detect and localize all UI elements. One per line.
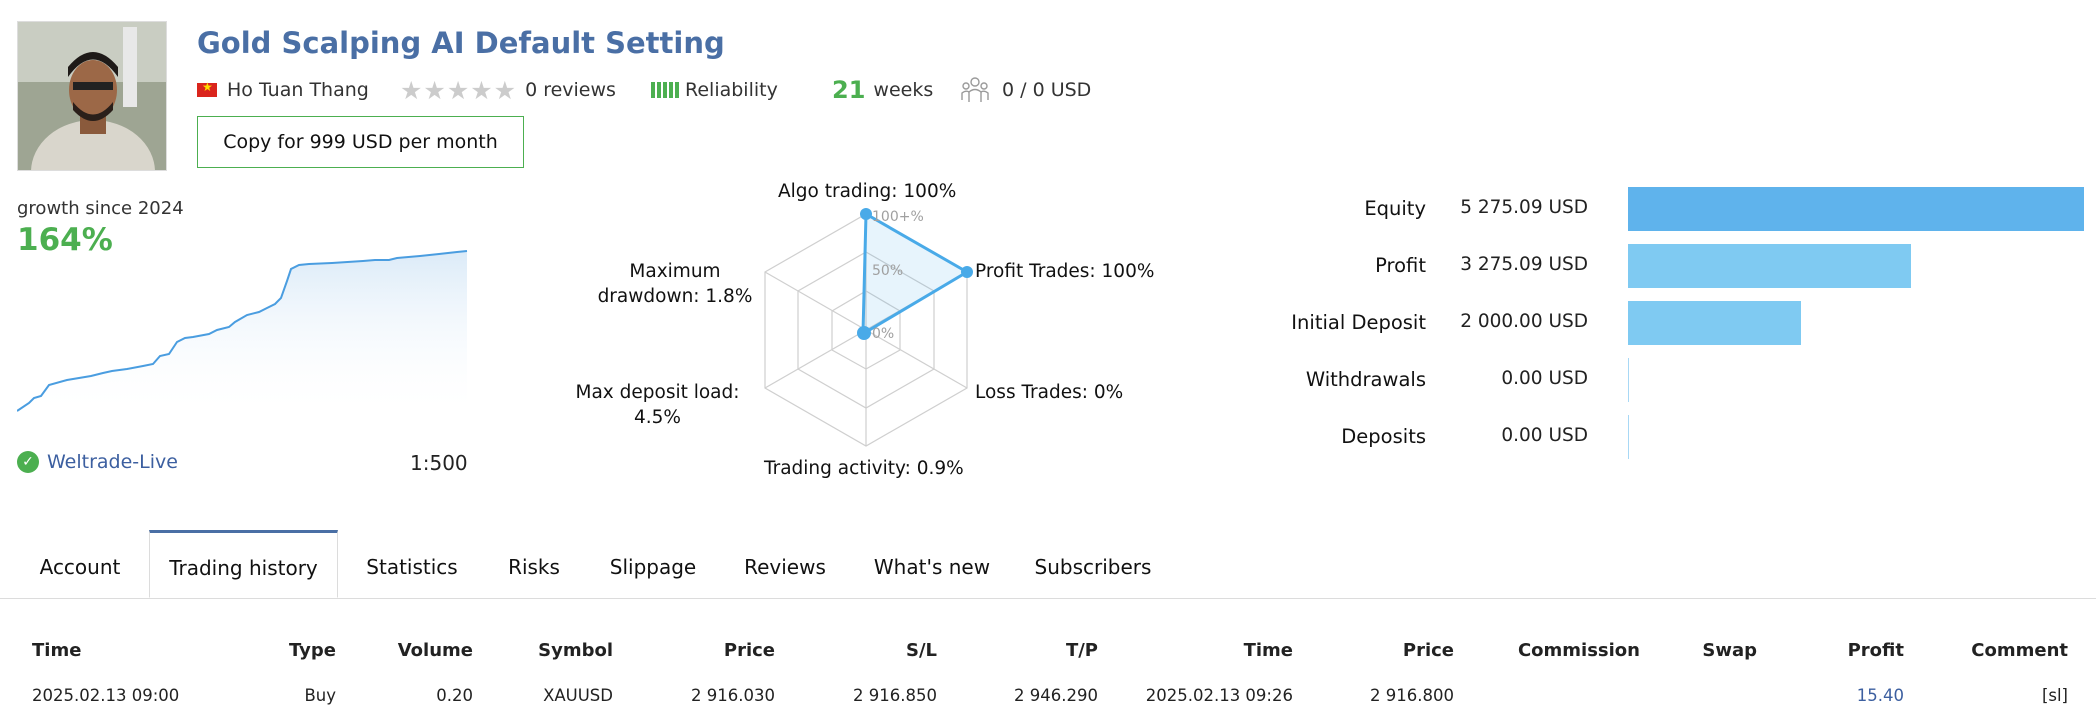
growth-value: 164%	[17, 222, 113, 258]
leverage: 1:500	[410, 451, 468, 475]
col-header-commission[interactable]: Commission	[1517, 640, 1640, 661]
col-header-symbol[interactable]: Symbol	[538, 640, 613, 661]
subscribers-value: 0 / 0 USD	[1002, 79, 1092, 101]
broker-link[interactable]: ✓ Weltrade-Live	[17, 451, 178, 473]
radar-tick-100: 100+%	[872, 209, 924, 225]
tab-reviews[interactable]: Reviews	[744, 555, 826, 579]
cell-open-time: 2025.02.13 09:00	[32, 686, 180, 705]
balance-value-withdrawals: 0.00 USD	[1501, 368, 1588, 389]
col-header-profit[interactable]: Profit	[1847, 640, 1904, 661]
reliability: Reliability	[651, 75, 778, 105]
author-avatar[interactable]	[17, 21, 167, 171]
subscribers-icon	[961, 77, 989, 102]
balance-bar-withdrawals[interactable]	[1628, 358, 1629, 402]
cell-volume: 0.20	[436, 686, 473, 705]
balance-value-deposits: 0.00 USD	[1501, 425, 1588, 446]
col-header-price-open[interactable]: Price	[723, 640, 775, 661]
radar-tick-50: 50%	[872, 263, 903, 279]
rating-stars-icon: ★★★★★	[400, 75, 518, 105]
author-row: Ho Tuan Thang	[197, 75, 369, 105]
balance-label-profit: Profit	[1375, 254, 1426, 277]
radar-point-center	[857, 326, 871, 340]
copy-subscription-button[interactable]: Copy for 999 USD per month	[197, 116, 524, 168]
radar-label-loss: Loss Trades: 0%	[975, 382, 1124, 403]
tab-risks[interactable]: Risks	[508, 555, 560, 579]
tab-bar: Account Trading history Statistics Risks…	[0, 530, 2096, 599]
tab-slippage[interactable]: Slippage	[609, 555, 697, 579]
balance-label-withdrawals: Withdrawals	[1305, 368, 1426, 391]
balance-bar-profit[interactable]	[1628, 244, 1911, 288]
cell-open-price: 2 916.030	[691, 686, 775, 705]
cell-tp: 2 946.290	[1014, 686, 1098, 705]
cell-type: Buy	[304, 686, 336, 705]
tab-whats-new[interactable]: What's new	[873, 555, 991, 579]
col-header-time-open[interactable]: Time	[32, 640, 82, 661]
author-name[interactable]: Ho Tuan Thang	[227, 79, 369, 101]
vietnam-flag-icon	[197, 80, 217, 97]
verified-check-icon: ✓	[17, 451, 39, 473]
radar-label-deposit-load-line1: Max deposit load:	[575, 382, 740, 403]
cell-symbol: XAUUSD	[543, 686, 613, 705]
col-header-volume[interactable]: Volume	[397, 640, 473, 661]
broker-name[interactable]: Weltrade-Live	[47, 451, 178, 473]
balance-value-initial-deposit: 2 000.00 USD	[1460, 311, 1588, 332]
balance-label-initial-deposit: Initial Deposit	[1291, 311, 1426, 334]
col-header-price-close[interactable]: Price	[1402, 640, 1454, 661]
cell-comment: [sl]	[2041, 686, 2068, 705]
reliability-label: Reliability	[685, 79, 778, 101]
radar-label-activity: Trading activity: 0.9%	[764, 458, 964, 479]
growth-area	[17, 251, 467, 418]
col-header-tp[interactable]: T/P	[1065, 640, 1098, 661]
balance-label-deposits: Deposits	[1341, 425, 1426, 448]
weeks-label: weeks	[873, 79, 934, 101]
subscribers-info: 0 / 0 USD	[960, 75, 1091, 105]
growth-line	[17, 250, 468, 412]
radar-point-profit	[961, 266, 973, 278]
tab-subscribers[interactable]: Subscribers	[1034, 555, 1152, 579]
radar-label-algo: Algo trading: 100%	[778, 181, 957, 202]
balance-bar-deposits[interactable]	[1628, 415, 1629, 459]
col-header-sl[interactable]: S/L	[905, 640, 937, 661]
signal-title[interactable]: Gold Scalping AI Default Setting	[197, 26, 725, 60]
radar-label-drawdown-line2: drawdown: 1.8%	[597, 286, 753, 307]
balance-value-profit: 3 275.09 USD	[1460, 254, 1588, 275]
col-header-swap[interactable]: Swap	[1702, 640, 1757, 661]
cell-sl: 2 916.850	[853, 686, 937, 705]
growth-chart[interactable]	[17, 228, 469, 418]
tab-statistics[interactable]: Statistics	[366, 555, 458, 579]
col-header-type[interactable]: Type	[289, 640, 336, 661]
radar-label-deposit-load-line2: 4.5%	[634, 407, 681, 428]
radar-label-profit: Profit Trades: 100%	[975, 261, 1155, 282]
balance-bar-initial-deposit[interactable]	[1628, 301, 1801, 345]
cell-close-time: 2025.02.13 09:26	[1145, 686, 1293, 705]
cell-close-price: 2 916.800	[1370, 686, 1454, 705]
radar-label-drawdown-line1: Maximum	[629, 261, 721, 282]
reliability-bars-icon	[651, 82, 679, 98]
cell-profit: 15.40	[1856, 686, 1904, 705]
tab-account[interactable]: Account	[39, 555, 121, 579]
balance-value-equity: 5 275.09 USD	[1460, 197, 1588, 218]
balance-bar-equity[interactable]	[1628, 187, 2084, 231]
radar-tick-0: 0%	[872, 326, 894, 342]
radar-point-algo	[860, 208, 872, 220]
rating[interactable]: ★★★★★ 0 reviews	[400, 75, 616, 105]
weeks: 21 weeks	[832, 75, 933, 105]
weeks-value: 21	[832, 76, 866, 104]
reviews-count[interactable]: 0 reviews	[525, 79, 616, 101]
radar-label-drawdown: Maximum drawdown: 1.8%	[590, 259, 760, 309]
col-header-time-close[interactable]: Time	[1243, 640, 1293, 661]
radar-label-deposit-load: Max deposit load: 4.5%	[560, 380, 755, 430]
radar-chart[interactable]: 100+% 50% 0%	[740, 190, 1000, 460]
balance-label-equity: Equity	[1364, 197, 1426, 220]
col-header-comment[interactable]: Comment	[1971, 640, 2068, 661]
growth-label: growth since 2024	[17, 198, 184, 219]
tab-trading-history[interactable]: Trading history	[149, 530, 338, 598]
